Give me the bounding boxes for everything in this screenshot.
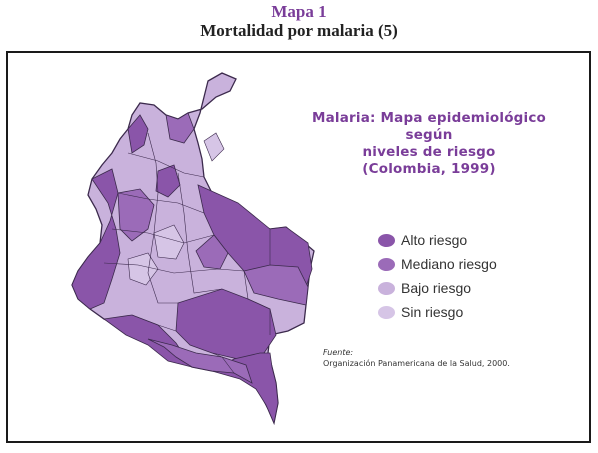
map-source: Fuente: Organización Panamericana de la … xyxy=(323,347,510,369)
legend-item: Alto riesgo xyxy=(378,228,497,252)
medium-risk-regions xyxy=(117,112,309,384)
map-legend: Alto riesgo Mediano riesgo Bajo riesgo S… xyxy=(378,228,497,324)
map-title-line: según xyxy=(405,127,453,143)
map-title: Malaria: Mapa epidemiológico según nivel… xyxy=(294,110,564,178)
legend-label: Alto riesgo xyxy=(401,232,468,248)
map-title-line: (Colombia, 1999) xyxy=(362,161,496,177)
legend-item: Mediano riesgo xyxy=(378,252,497,276)
map-title-line: niveles de riesgo xyxy=(362,144,496,160)
legend-swatch xyxy=(378,233,395,247)
legend-item: Sin riesgo xyxy=(378,300,497,324)
no-risk-regions xyxy=(127,132,225,286)
map-label: Mapa 1 xyxy=(271,2,327,21)
colombia-map xyxy=(71,72,315,426)
legend-swatch xyxy=(378,257,395,271)
legend-item: Bajo riesgo xyxy=(378,276,497,300)
legend-label: Sin riesgo xyxy=(401,304,464,320)
map-frame: Malaria: Mapa epidemiológico según nivel… xyxy=(6,51,591,443)
legend-swatch xyxy=(378,305,395,319)
legend-label: Bajo riesgo xyxy=(401,280,472,296)
source-label: Fuente: xyxy=(323,348,354,357)
legend-swatch xyxy=(378,281,395,295)
department-boundaries xyxy=(103,132,271,374)
map-heading: Mortalidad por malaria (5) xyxy=(200,21,398,40)
source-text: Organización Panamericana de la Salud, 2… xyxy=(323,359,510,368)
map-title-line: Malaria: Mapa epidemiológico xyxy=(311,110,547,126)
legend-label: Mediano riesgo xyxy=(401,256,497,272)
